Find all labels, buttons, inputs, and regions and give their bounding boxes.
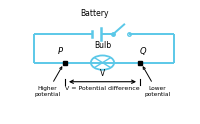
Text: V: V [100,69,105,78]
Text: V = Potential difference: V = Potential difference [65,87,140,92]
Text: Battery: Battery [80,9,109,18]
Text: Higher
potential: Higher potential [34,67,62,97]
Text: Lower
potential: Lower potential [143,67,171,97]
Text: P: P [58,47,63,56]
Text: Q: Q [139,47,146,56]
Text: Bulb: Bulb [94,41,111,50]
